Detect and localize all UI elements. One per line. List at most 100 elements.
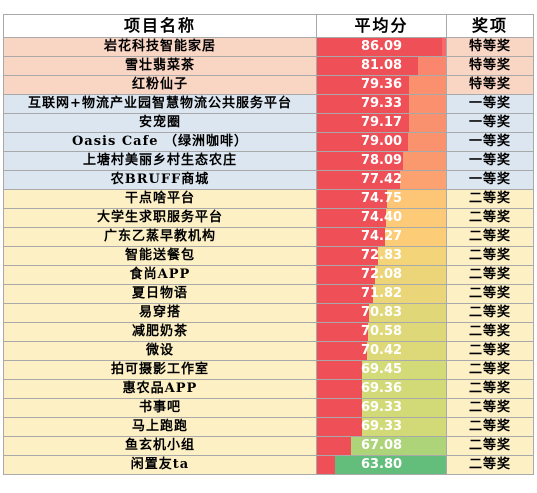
score-cell: 72.83 — [316, 246, 447, 266]
score-value: 70.83 — [360, 305, 403, 320]
table-row: 夏日物语 71.82 二等奖 — [3, 284, 534, 304]
award-label: 二等奖 — [446, 379, 534, 399]
score-value: 70.58 — [360, 324, 403, 339]
table-row: 雪壮翡菜茶 81.08 特等奖 — [3, 56, 534, 76]
score-cell: 70.83 — [316, 303, 447, 323]
score-bar — [317, 304, 369, 322]
score-bar — [317, 399, 362, 417]
score-cell: 69.33 — [316, 398, 447, 418]
score-value: 79.00 — [360, 134, 403, 149]
score-bar — [317, 361, 363, 379]
score-cell: 81.08 — [316, 56, 447, 76]
table-row: 红粉仙子 79.36 特等奖 — [3, 75, 534, 95]
score-value: 69.33 — [360, 419, 403, 434]
project-name: 安宠圈 — [3, 113, 317, 133]
table-row: 易穿搭 70.83 二等奖 — [3, 303, 534, 323]
project-name: 夏日物语 — [3, 284, 317, 304]
score-bar — [317, 190, 388, 208]
score-value: 79.17 — [360, 115, 403, 130]
score-value: 81.08 — [360, 58, 403, 73]
score-value: 72.83 — [360, 248, 403, 263]
score-value: 71.82 — [360, 286, 403, 301]
award-label: 一等奖 — [446, 132, 534, 152]
score-bar — [317, 323, 368, 341]
score-bar — [317, 380, 362, 398]
project-name: 干点啥平台 — [3, 189, 317, 209]
score-cell: 72.08 — [316, 265, 447, 285]
table-row: 惠农品APP 69.36 二等奖 — [3, 379, 534, 399]
project-name: 惠农品APP — [3, 379, 317, 399]
score-bar — [317, 171, 401, 189]
award-label: 二等奖 — [446, 322, 534, 342]
project-name: 广东乙蒸早教机构 — [3, 227, 317, 247]
score-value: 77.42 — [360, 172, 403, 187]
score-cell: 70.58 — [316, 322, 447, 342]
award-label: 二等奖 — [446, 398, 534, 418]
score-cell: 71.82 — [316, 284, 447, 304]
score-cell: 79.33 — [316, 94, 447, 114]
score-cell: 79.17 — [316, 113, 447, 133]
table-row: 减肥奶茶 70.58 二等奖 — [3, 322, 534, 342]
score-value: 69.33 — [360, 400, 403, 415]
award-label: 一等奖 — [446, 113, 534, 133]
table-row: 微设 70.42 二等奖 — [3, 341, 534, 361]
project-name: 农BRUFF商城 — [3, 170, 317, 190]
score-cell: 79.00 — [316, 132, 447, 152]
score-value: 74.27 — [360, 229, 403, 244]
score-value: 79.33 — [360, 96, 403, 111]
score-value: 86.09 — [360, 39, 403, 54]
score-value: 78.09 — [360, 153, 403, 168]
project-name: 马上跑跑 — [3, 417, 317, 437]
score-bar — [317, 418, 362, 436]
table-row: Oasis Cafe （绿洲咖啡） 79.00 一等奖 — [3, 132, 534, 152]
project-name: 岩花科技智能家居 — [3, 37, 317, 57]
score-cell: 86.09 — [316, 37, 447, 57]
table-row: 闲置友ta 63.80 二等奖 — [3, 455, 534, 475]
score-bar — [317, 266, 375, 284]
table-row: 安宠圈 79.17 一等奖 — [3, 113, 534, 133]
project-name: 鱼玄机小组 — [3, 436, 317, 456]
award-label: 一等奖 — [446, 94, 534, 114]
score-value: 70.42 — [360, 343, 403, 358]
score-cell: 70.42 — [316, 341, 447, 361]
project-name: 智能送餐包 — [3, 246, 317, 266]
table-row: 广东乙蒸早教机构 74.27 二等奖 — [3, 227, 534, 247]
table-row: 鱼玄机小组 67.08 二等奖 — [3, 436, 534, 456]
header-row: 项目名称 平均分 奖项 — [3, 14, 534, 38]
score-cell: 77.42 — [316, 170, 447, 190]
score-value: 63.80 — [360, 457, 403, 472]
table-row: 大学生求职服务平台 74.40 二等奖 — [3, 208, 534, 228]
award-label: 特等奖 — [446, 37, 534, 57]
header-score: 平均分 — [316, 14, 447, 38]
award-label: 二等奖 — [446, 341, 534, 361]
table-row: 互联网+物流产业园智慧物流公共服务平台 79.33 一等奖 — [3, 94, 534, 114]
header-award: 奖项 — [446, 14, 534, 38]
award-label: 一等奖 — [446, 151, 534, 171]
award-label: 特等奖 — [446, 56, 534, 76]
table-row: 智能送餐包 72.83 二等奖 — [3, 246, 534, 266]
project-name: 红粉仙子 — [3, 75, 317, 95]
score-bar — [317, 247, 379, 265]
score-bar — [317, 456, 336, 474]
score-cell: 69.45 — [316, 360, 447, 380]
score-value: 69.36 — [360, 381, 403, 396]
project-name: 易穿搭 — [3, 303, 317, 323]
project-name: 闲置友ta — [3, 455, 317, 475]
project-name: 雪壮翡菜茶 — [3, 56, 317, 76]
score-bar — [317, 38, 442, 56]
score-cell: 63.80 — [316, 455, 447, 475]
score-bar — [317, 285, 374, 303]
score-bar — [317, 95, 410, 113]
score-bar — [317, 76, 410, 94]
award-label: 二等奖 — [446, 436, 534, 456]
table-row: 马上跑跑 69.33 二等奖 — [3, 417, 534, 437]
score-value: 69.45 — [360, 362, 403, 377]
award-label: 二等奖 — [446, 227, 534, 247]
award-label: 二等奖 — [446, 265, 534, 285]
score-cell: 78.09 — [316, 151, 447, 171]
score-bar — [317, 228, 386, 246]
score-value: 72.08 — [360, 267, 403, 282]
table-row: 食尚APP 72.08 二等奖 — [3, 265, 534, 285]
table-row: 书事吧 69.33 二等奖 — [3, 398, 534, 418]
project-name: 互联网+物流产业园智慧物流公共服务平台 — [3, 94, 317, 114]
